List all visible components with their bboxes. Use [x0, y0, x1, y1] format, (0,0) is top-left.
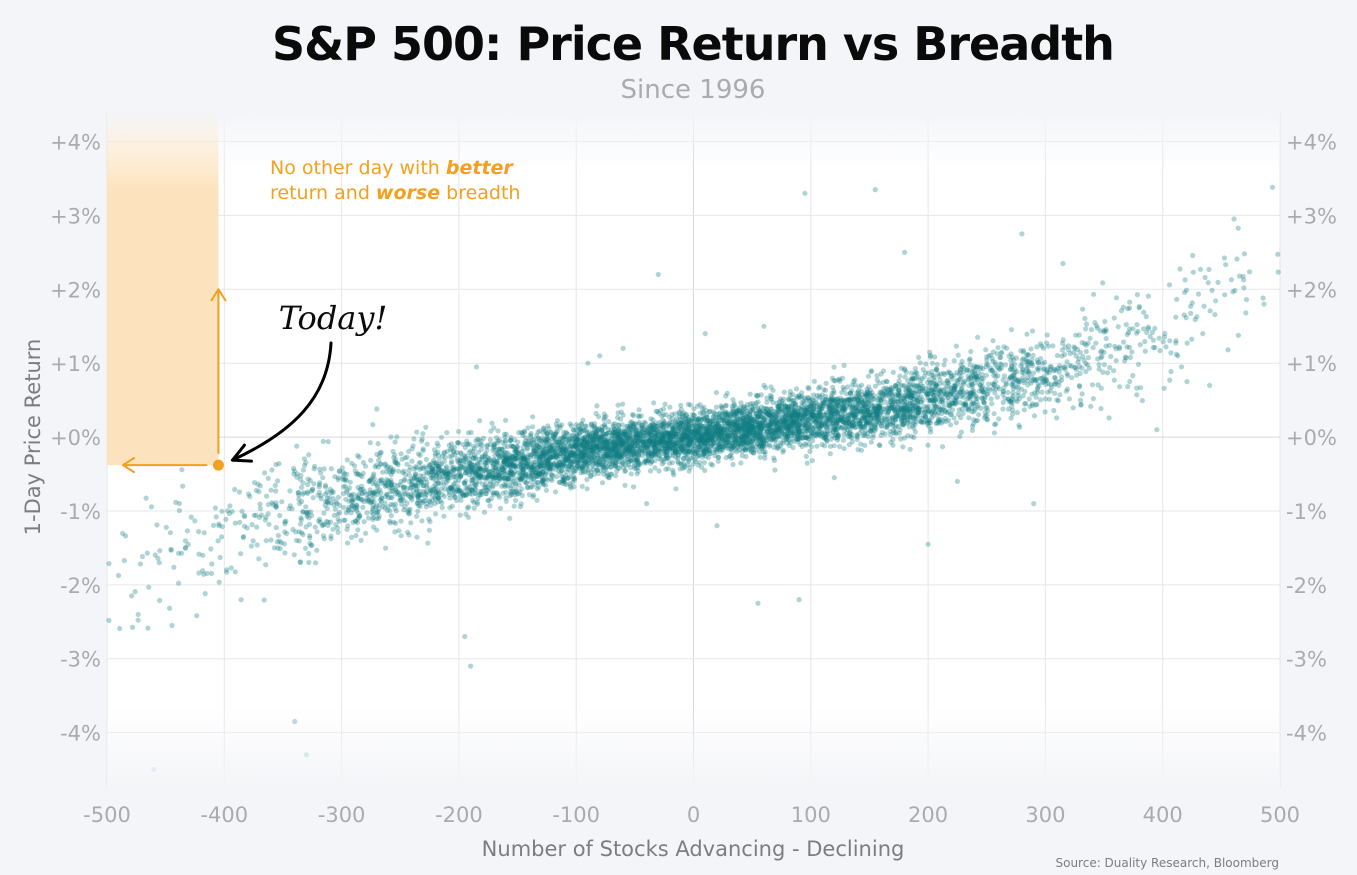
scatter-chart: +4%+3%+2%+1%+0%-1%-2%-3%-4% +4%+3%+2%+1%…	[21, 17, 1337, 870]
chart-figure: +4% +3% +2% +1% +0% -1% -2% -3% -4% +4% +3% +2% +1%…	[21, 17, 1337, 870]
